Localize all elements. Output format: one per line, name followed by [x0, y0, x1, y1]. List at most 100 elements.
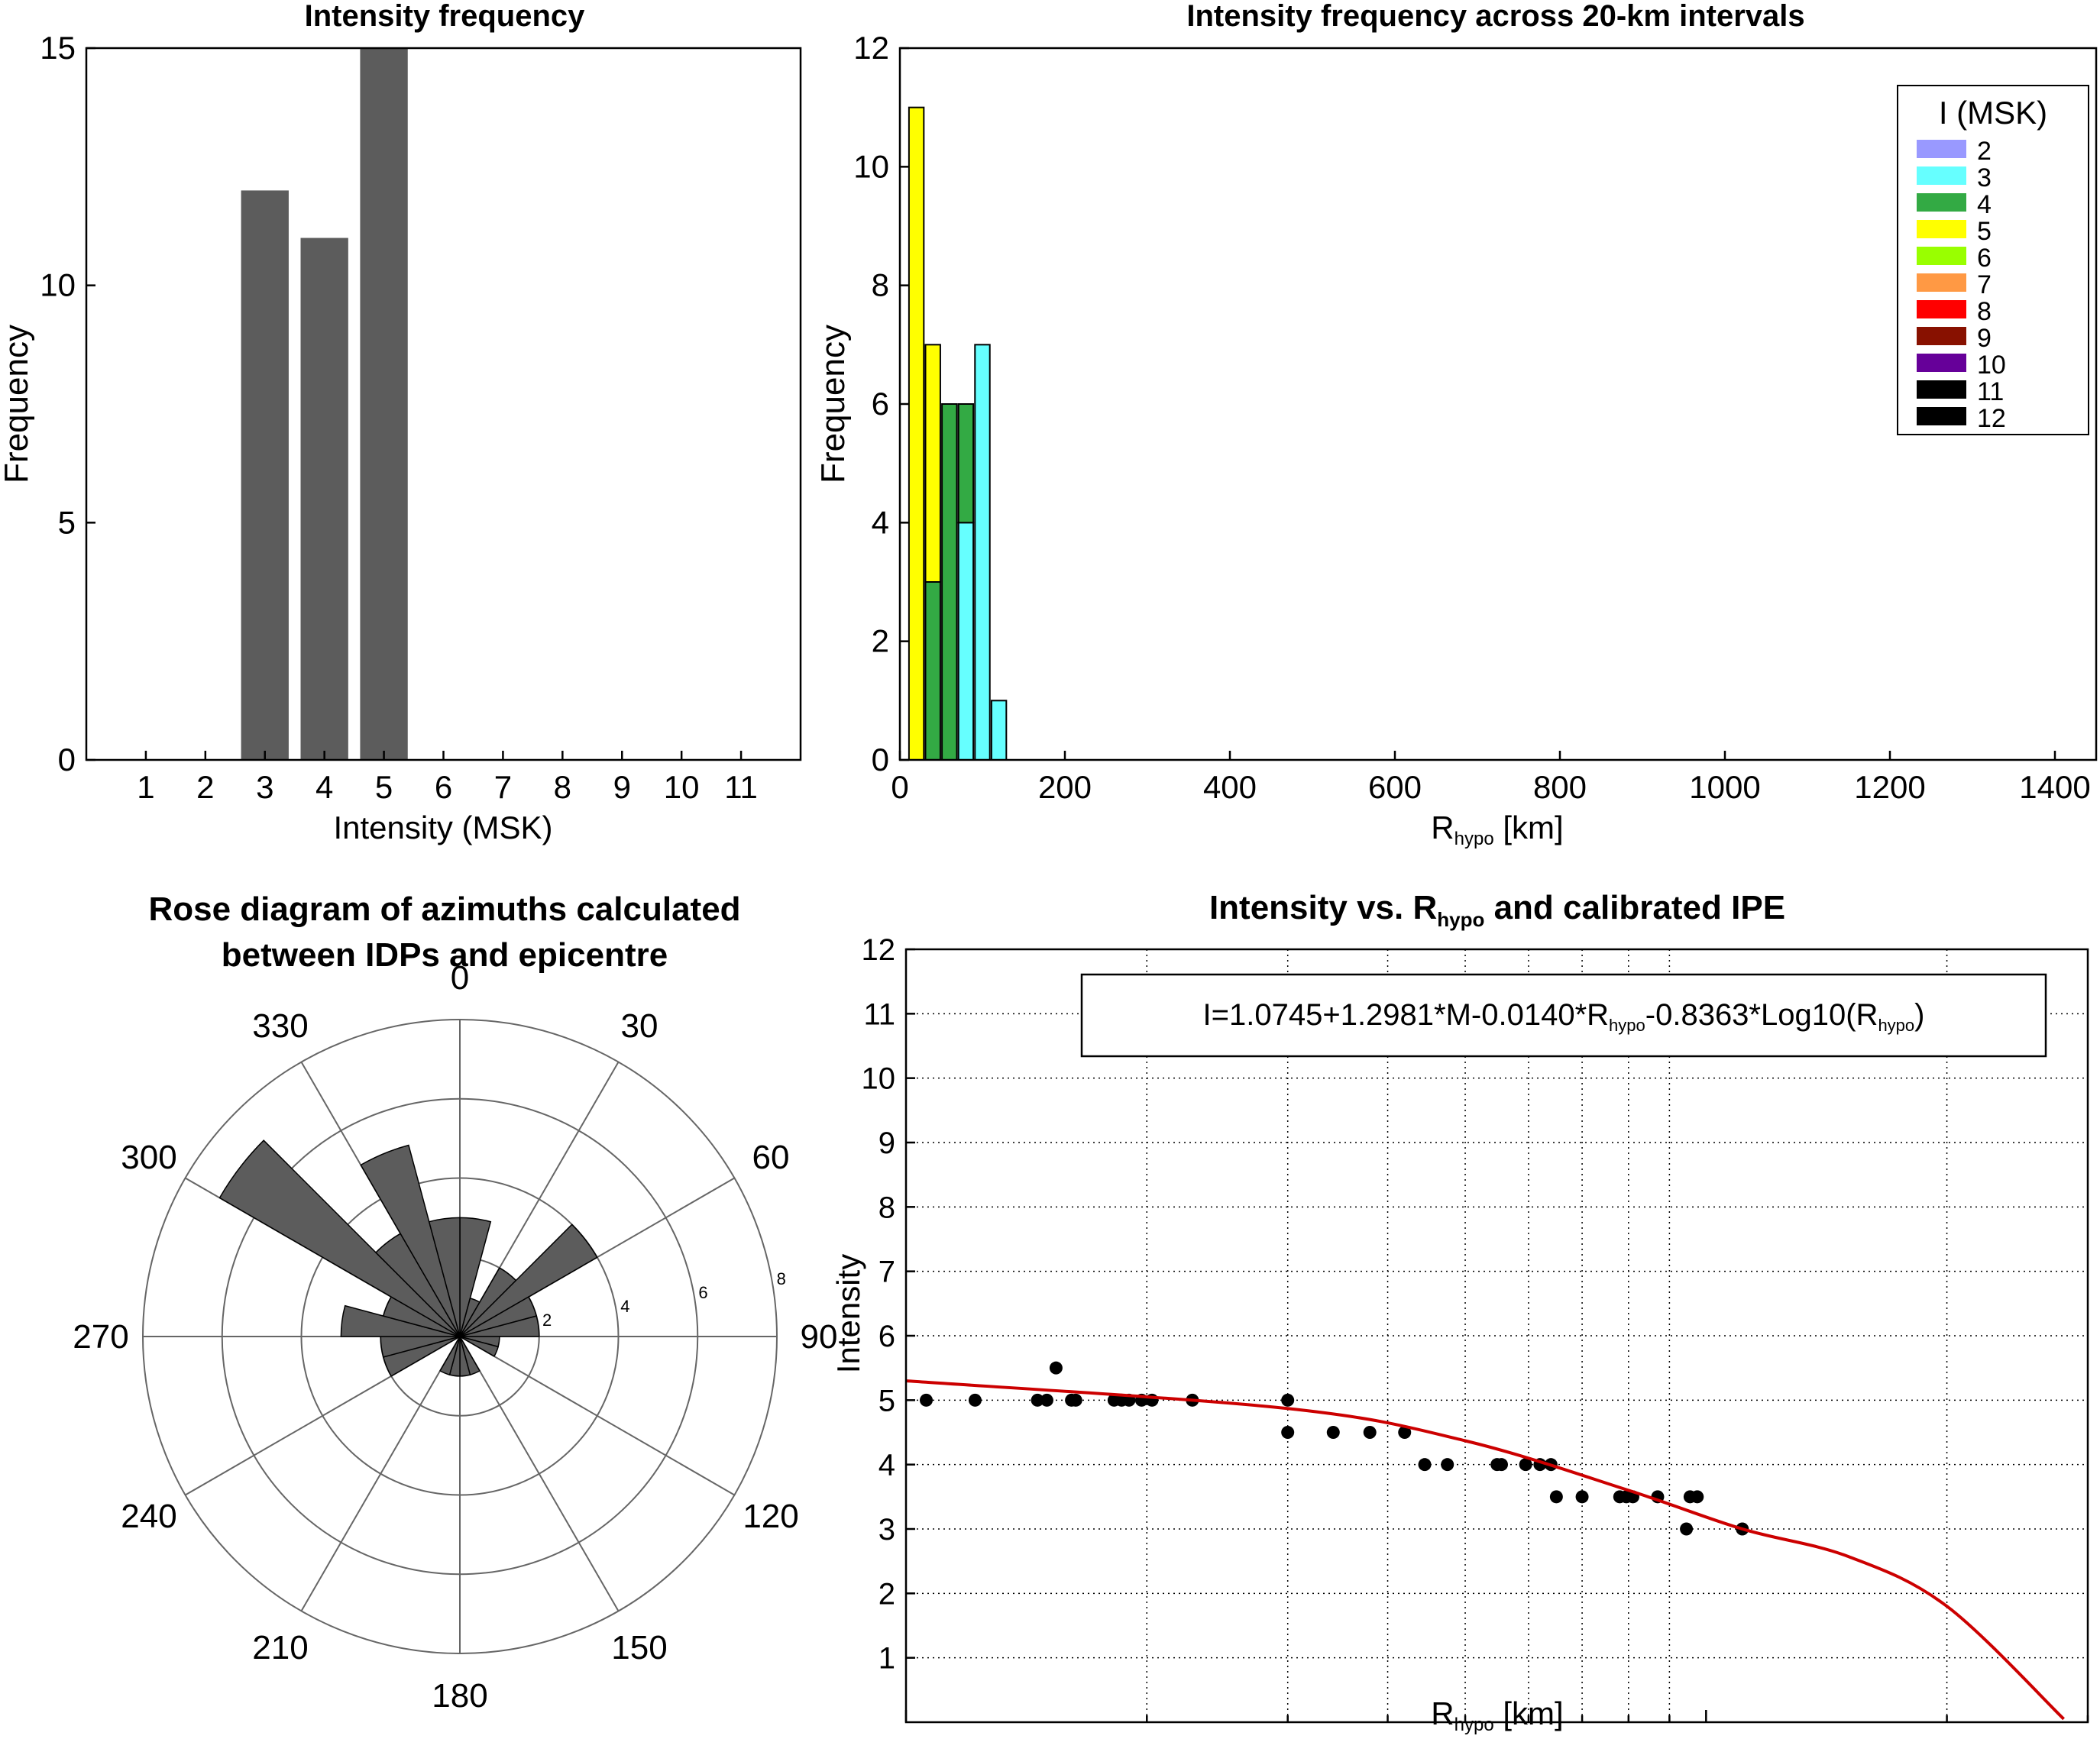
rose-angle-label: 330 — [252, 1007, 308, 1045]
panel-rose-diagram: Rose diagram of azimuths calculated betw… — [73, 891, 837, 1715]
rose-angle-label: 180 — [432, 1677, 487, 1715]
rose-radial-label: 4 — [620, 1297, 629, 1316]
y-tick-label: 5 — [58, 504, 76, 540]
data-point — [1495, 1458, 1509, 1472]
data-point — [1418, 1458, 1432, 1472]
y-tick-label: 15 — [40, 30, 76, 66]
equation-sub-2: hypo — [1878, 1016, 1914, 1035]
x-tick-label: 100 — [1679, 1733, 1733, 1739]
data-point — [1031, 1393, 1044, 1407]
rose-angle-label: 300 — [121, 1139, 176, 1176]
rose-angle-label: 60 — [752, 1139, 790, 1176]
y-tick-label: 6 — [879, 1320, 895, 1353]
equation-box: I=1.0745+1.2981*M-0.0140*Rhypo-0.8363*Lo… — [1080, 973, 2047, 1058]
bar-segment-80km-I3 — [957, 522, 975, 761]
panel4-title-a: Intensity vs. R — [1209, 889, 1437, 926]
data-point — [1398, 1426, 1412, 1439]
bar-intensity-3 — [241, 190, 289, 760]
legend-label-10: 10 — [1977, 351, 2006, 380]
panel2-bars — [908, 106, 1008, 761]
y-tick-label: 9 — [879, 1126, 895, 1160]
y-tick-label: 10 — [853, 148, 889, 184]
panel4-xlabel: Rhypo [km] — [1431, 1695, 1563, 1735]
legend-swatch-4 — [1917, 193, 1966, 212]
y-tick-label: 3 — [879, 1513, 895, 1547]
legend-swatch-5 — [1917, 220, 1966, 238]
legend-swatch-10 — [1917, 354, 1966, 372]
legend-label-11: 11 — [1977, 377, 2004, 406]
ipe-curve — [905, 1379, 2065, 1721]
data-point — [1326, 1426, 1340, 1439]
bar-segment-120km-I3 — [990, 700, 1008, 761]
data-point — [1549, 1490, 1563, 1504]
panel4-points — [920, 1361, 1749, 1536]
data-point — [1069, 1393, 1082, 1407]
legend-swatch-11 — [1917, 380, 1966, 399]
panel2-ticks: 0 200 400 600 800 1000 1200 1400 0 2 4 6 8 10 12 — [853, 30, 2090, 805]
bar-intensity-4 — [300, 238, 348, 760]
x-tick-label: 800 — [1533, 769, 1587, 805]
legend-label-4: 4 — [1977, 190, 1992, 219]
rose-angle-label: 90 — [801, 1318, 838, 1356]
y-tick-label: 10 — [40, 267, 76, 303]
legend-label-6: 6 — [1977, 244, 1992, 273]
panel2-xlabel-unit: [km] — [1494, 810, 1564, 845]
panel1-title: Intensity frequency — [305, 0, 586, 33]
legend-swatch-12 — [1917, 407, 1966, 425]
legend-label-7: 7 — [1977, 270, 1992, 299]
rose-angle-label: 0 — [451, 959, 469, 997]
bar-segment-40km-I4 — [924, 581, 941, 761]
data-point — [1441, 1458, 1454, 1472]
data-point — [1363, 1426, 1377, 1439]
y-tick-label: 2 — [879, 1577, 895, 1611]
bar-segment-100km-I3 — [974, 344, 991, 761]
legend-label-8: 8 — [1977, 297, 1992, 326]
panel4-title-b: and calibrated IPE — [1484, 889, 1785, 926]
x-tick-label: 9 — [613, 769, 631, 805]
x-tick-label: 1400 — [2019, 769, 2090, 805]
rose-angle-label: 30 — [621, 1007, 658, 1045]
data-point — [968, 1393, 982, 1407]
rose-petal-300 — [218, 1139, 461, 1337]
x-tick-label: 10 — [664, 769, 700, 805]
legend-swatch-3 — [1917, 166, 1966, 185]
data-point — [1519, 1458, 1532, 1472]
panel4-axes-box — [904, 948, 2089, 1724]
x-tick-label: 0 — [891, 769, 908, 805]
y-tick-label: 10 — [862, 1062, 896, 1096]
rose-radial-label: 6 — [698, 1283, 707, 1302]
panel4-ylabel: Intensity — [830, 1254, 866, 1373]
bar-segment-60km-I4 — [941, 403, 958, 761]
rose-angle-label: 240 — [121, 1498, 176, 1535]
panel4-xlabel-unit: [km] — [1494, 1695, 1564, 1731]
rose-spoke — [459, 1336, 620, 1611]
rose-petals — [218, 1139, 598, 1377]
panel3-title-line2: between IDPs and epicentre — [222, 936, 668, 974]
panel2-title: Intensity frequency across 20-km interva… — [1186, 0, 1804, 33]
data-point — [1040, 1393, 1053, 1407]
panel1-axes-box — [85, 47, 802, 761]
rose-angle-label: 150 — [611, 1629, 667, 1666]
legend-swatch-8 — [1917, 300, 1966, 318]
panel1-ticks: 1 2 3 4 5 6 7 8 9 10 11 0 5 10 15 — [40, 30, 758, 805]
legend-swatch-2 — [1917, 140, 1966, 158]
rose-angle-label: 270 — [73, 1318, 128, 1356]
panel4-xlabel-main: R — [1431, 1695, 1454, 1731]
rose-spoke — [300, 1336, 461, 1611]
panel-intensity-vs-distance: Intensity vs. R hypo and calibrated IPE 1… — [830, 889, 2089, 1739]
x-tick-label: 1000 — [1689, 769, 1760, 805]
x-tick-label: 1200 — [1854, 769, 1925, 805]
legend-swatch-7 — [1917, 273, 1966, 292]
legend-label-9: 9 — [1977, 324, 1992, 353]
y-tick-label: 0 — [872, 742, 889, 777]
x-tick-label: 7 — [494, 769, 512, 805]
panel4-xlabel-sub: hypo — [1454, 1715, 1494, 1735]
panel4-ticks: 12345678910111210100 — [862, 933, 2089, 1739]
y-tick-label: 12 — [853, 30, 889, 66]
rose-petal-330 — [360, 1144, 461, 1337]
data-point — [1281, 1393, 1295, 1407]
panel1-bars — [241, 48, 408, 760]
legend-label-2: 2 — [1977, 137, 1992, 166]
